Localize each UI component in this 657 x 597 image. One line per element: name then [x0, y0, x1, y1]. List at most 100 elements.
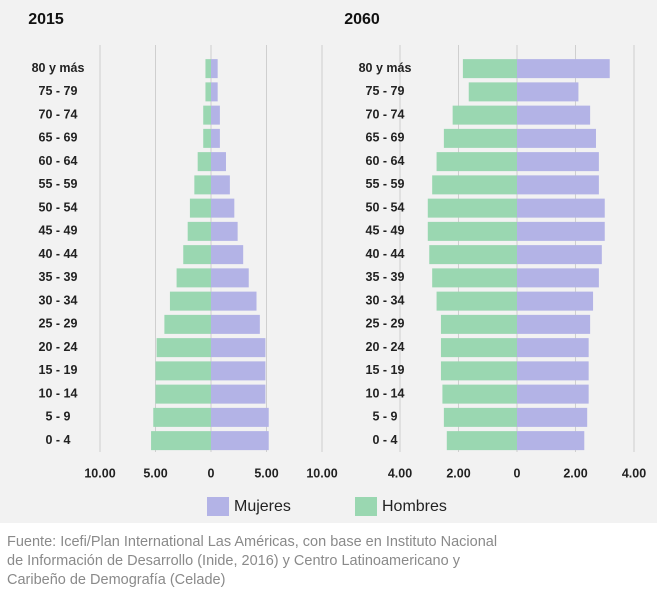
bar: [203, 105, 211, 125]
bar: [211, 152, 226, 172]
x-tick-label: 2.00: [446, 466, 470, 480]
category-label: 25 - 29: [366, 317, 405, 331]
bar: [153, 407, 211, 427]
category-label: 80 y más: [359, 61, 412, 75]
bar: [517, 128, 596, 148]
source-line: Fuente: Icefi/Plan International Las Amé…: [7, 534, 497, 550]
category-label: 80 y más: [32, 61, 85, 75]
bar: [443, 407, 517, 427]
category-label: 40 - 44: [39, 247, 78, 261]
category-label: 50 - 54: [366, 200, 405, 214]
category-label: 35 - 39: [39, 270, 78, 284]
bar: [432, 175, 517, 195]
x-tick-label: 5.00: [143, 466, 167, 480]
category-label: 55 - 59: [39, 177, 78, 191]
bar: [176, 268, 211, 288]
bar: [517, 105, 591, 125]
bar: [517, 82, 579, 102]
bar: [440, 361, 517, 381]
bar: [427, 198, 517, 218]
bar: [197, 152, 211, 172]
category-label: 60 - 64: [39, 154, 78, 168]
bar: [211, 291, 257, 311]
category-label: 60 - 64: [366, 154, 405, 168]
bar: [164, 314, 211, 334]
x-tick-label: 5.00: [254, 466, 278, 480]
bar: [436, 291, 517, 311]
bar: [211, 338, 266, 358]
category-label: 10 - 14: [39, 386, 78, 400]
bar: [462, 59, 517, 79]
legend-swatch: [355, 497, 377, 516]
category-label: 30 - 34: [39, 293, 78, 307]
x-tick-label: 2.00: [563, 466, 587, 480]
bar: [440, 314, 517, 334]
bar: [517, 384, 589, 404]
bar: [194, 175, 211, 195]
category-label: 65 - 69: [39, 131, 78, 145]
bar: [211, 221, 238, 241]
category-label: 45 - 49: [39, 224, 78, 238]
bar: [183, 245, 211, 265]
category-label: 25 - 29: [39, 317, 78, 331]
bar: [211, 431, 269, 451]
bar: [151, 431, 211, 451]
category-label: 50 - 54: [39, 200, 78, 214]
legend-swatch: [207, 497, 229, 516]
category-label: 20 - 24: [366, 340, 405, 354]
bar: [211, 128, 220, 148]
bar: [187, 221, 211, 241]
category-label: 20 - 24: [39, 340, 78, 354]
panel-title: 2015: [28, 11, 64, 28]
source-line: Caribeño de Demografía (Celade): [7, 572, 225, 588]
category-label: 55 - 59: [366, 177, 405, 191]
bar: [156, 338, 211, 358]
bar: [517, 198, 605, 218]
bar: [517, 431, 585, 451]
bar: [517, 221, 605, 241]
bar: [211, 105, 220, 125]
bar: [211, 82, 218, 102]
source-line: de Información de Desarrollo (Inide, 201…: [7, 553, 461, 569]
bar: [211, 268, 249, 288]
bar: [517, 245, 602, 265]
bar: [517, 59, 610, 79]
bar: [517, 268, 599, 288]
bar: [440, 338, 517, 358]
category-label: 70 - 74: [366, 107, 405, 121]
bar: [468, 82, 517, 102]
category-label: 35 - 39: [366, 270, 405, 284]
x-tick-label: 10.00: [84, 466, 115, 480]
x-tick-label: 0: [514, 466, 521, 480]
bar: [155, 361, 211, 381]
bar: [155, 384, 211, 404]
bar: [211, 384, 266, 404]
bar: [432, 268, 517, 288]
category-label: 15 - 19: [39, 363, 78, 377]
bar: [169, 291, 211, 311]
category-label: 45 - 49: [366, 224, 405, 238]
bar: [517, 152, 599, 172]
category-label: 75 - 79: [366, 84, 405, 98]
bar: [211, 59, 218, 79]
bar: [203, 128, 211, 148]
x-tick-label: 4.00: [622, 466, 646, 480]
bar: [517, 361, 589, 381]
bar: [211, 407, 269, 427]
category-label: 30 - 34: [366, 293, 405, 307]
category-label: 70 - 74: [39, 107, 78, 121]
category-label: 15 - 19: [366, 363, 405, 377]
category-label: 0 - 4: [45, 433, 70, 447]
category-label: 40 - 44: [366, 247, 405, 261]
bar: [446, 431, 517, 451]
bar: [427, 221, 517, 241]
bar: [205, 82, 211, 102]
bar: [211, 314, 260, 334]
category-label: 10 - 14: [366, 386, 405, 400]
bar: [517, 338, 589, 358]
bar: [211, 198, 235, 218]
category-label: 65 - 69: [366, 131, 405, 145]
bar: [443, 128, 517, 148]
legend-label: Mujeres: [234, 498, 291, 515]
